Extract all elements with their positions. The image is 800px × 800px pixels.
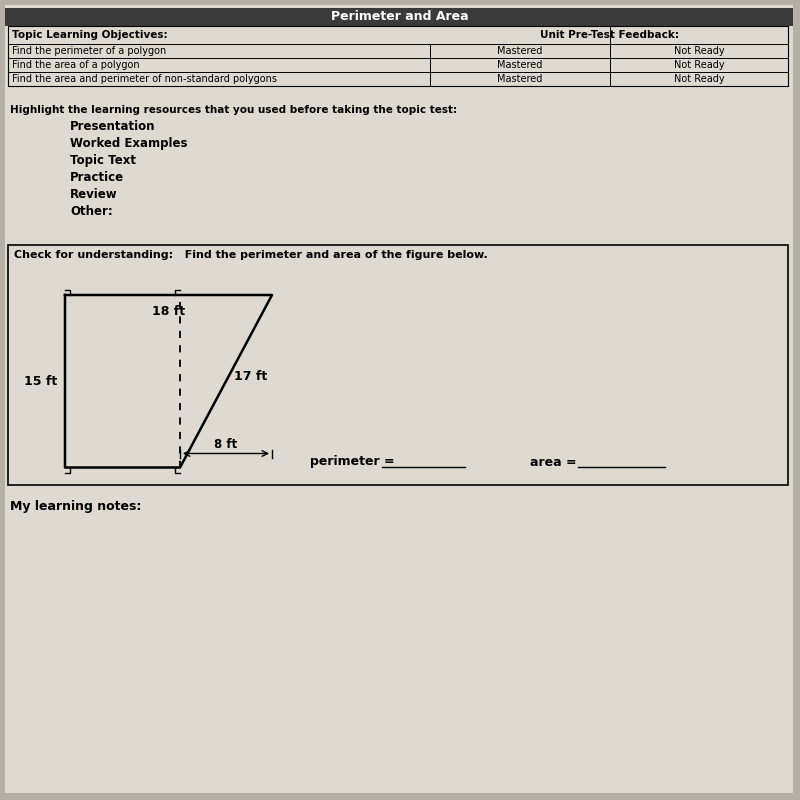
Text: Not Ready: Not Ready [674,74,724,84]
Text: Find the area and perimeter of non-standard polygons: Find the area and perimeter of non-stand… [12,74,277,84]
Bar [8,26,788,86]
Text: Find the perimeter of a polygon: Find the perimeter of a polygon [12,46,166,56]
Text: Topic Learning Objectives:: Topic Learning Objectives: [12,30,168,40]
Text: Mastered: Mastered [498,74,542,84]
Text: 15 ft: 15 ft [24,374,57,388]
Bar [5,8,793,26]
Text: Mastered: Mastered [498,46,542,56]
Text: Worked Examples: Worked Examples [70,137,187,150]
Text: area =: area = [530,455,581,469]
Text: Find the area of a polygon: Find the area of a polygon [12,60,140,70]
Text: Topic Text: Topic Text [70,154,136,167]
Text: Practice: Practice [70,171,124,184]
Text: Check for understanding:   Find the perimeter and area of the figure below.: Check for understanding: Find the perime… [14,250,488,260]
Text: Mastered: Mastered [498,60,542,70]
Text: Not Ready: Not Ready [674,46,724,56]
Text: perimeter =: perimeter = [310,455,399,469]
Text: Presentation: Presentation [70,120,155,133]
Text: My learning notes:: My learning notes: [10,500,142,513]
Text: Unit Pre-Test Feedback:: Unit Pre-Test Feedback: [539,30,678,40]
Text: Not Ready: Not Ready [674,60,724,70]
Text: Perimeter and Area: Perimeter and Area [331,10,469,23]
Text: 8 ft: 8 ft [214,438,238,450]
Text: Highlight the learning resources that you used before taking the topic test:: Highlight the learning resources that yo… [10,105,457,115]
Text: Other:: Other: [70,205,113,218]
Text: Review: Review [70,188,118,201]
Text: 17 ft: 17 ft [234,370,267,382]
Text: 18 ft: 18 ft [152,305,185,318]
Bar [8,245,788,485]
